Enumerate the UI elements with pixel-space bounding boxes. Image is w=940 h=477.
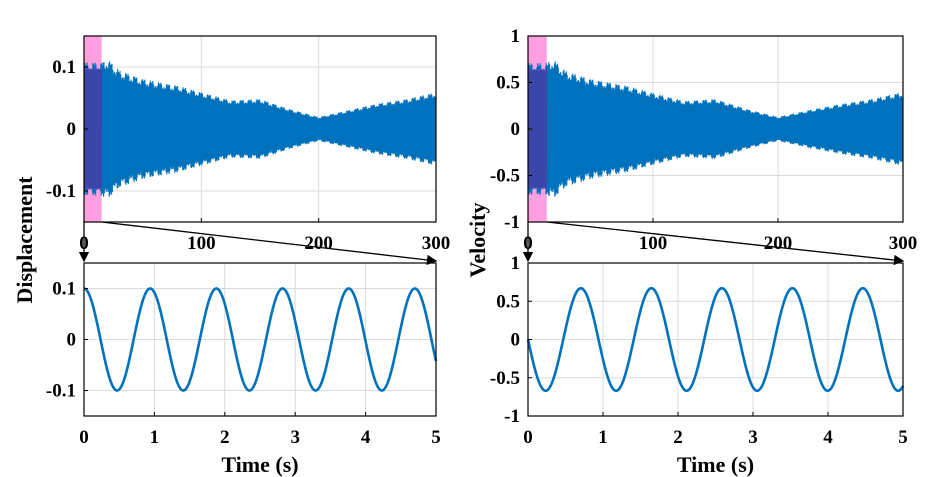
y-tick-label-1: -0.5 <box>490 368 520 389</box>
y-tick-label-0: -0.1 <box>46 381 76 402</box>
y-tick-label-4: 1 <box>511 26 521 47</box>
x-tick-label-3: 3 <box>290 427 300 448</box>
x-tick-label-5: 5 <box>898 427 908 448</box>
x-axis-label: Time (s) <box>677 452 754 477</box>
x-tick-label-4: 4 <box>823 427 833 448</box>
signal-line <box>83 61 437 197</box>
y-tick-label-2: 0.1 <box>52 57 76 78</box>
signal-line <box>83 287 438 392</box>
x-tick-label-3: 300 <box>422 233 451 254</box>
signal-line <box>526 286 905 393</box>
zoom-arrow-right-0 <box>101 221 438 266</box>
y-tick-label-3: 0.5 <box>496 73 520 94</box>
x-tick-label-0: 0 <box>523 427 533 448</box>
x-tick-label-3: 3 <box>748 427 758 448</box>
x-tick-label-2: 2 <box>220 427 230 448</box>
x-tick-label-5: 5 <box>431 427 441 448</box>
x-tick-label-1: 1 <box>150 427 160 448</box>
y-tick-label-1: 0 <box>67 119 77 140</box>
zoom-arrow-right-1 <box>546 221 905 266</box>
y-tick-label-0: -1 <box>504 406 520 427</box>
chart-panel-velocity-zoom: 0 1 2 3 4 5 -1 -0.5 0 0.5 1 Time (s) <box>490 253 908 477</box>
x-tick-label-3: 300 <box>889 233 918 254</box>
x-tick-label-0: 0 <box>79 427 89 448</box>
y-tick-label-2: 0.1 <box>52 279 76 300</box>
y-tick-label-2: 0 <box>511 330 521 351</box>
signal-line <box>527 61 904 197</box>
highlight-signal <box>83 70 102 188</box>
y-tick-label-3: 0.5 <box>496 291 520 312</box>
x-tick-label-2: 200 <box>304 233 333 254</box>
y-axis-label: Velocity <box>465 203 490 278</box>
y-tick-label-2: 0 <box>511 119 521 140</box>
chart-panel-displacement-zoom: 0 1 2 3 4 5 -0.1 0 0.1 Time (s) <box>46 262 441 477</box>
y-tick-label-4: 1 <box>511 253 521 274</box>
x-tick-label-2: 200 <box>764 233 793 254</box>
x-tick-label-1: 100 <box>187 233 216 254</box>
y-tick-label-0: -0.1 <box>46 181 76 202</box>
y-tick-label-1: 0 <box>67 330 77 351</box>
x-tick-label-1: 1 <box>598 427 608 448</box>
y-tick-label-0: -1 <box>504 212 520 233</box>
x-axis-label: Time (s) <box>221 452 298 477</box>
x-tick-label-1: 100 <box>639 233 668 254</box>
x-tick-label-2: 2 <box>673 427 683 448</box>
x-tick-label-4: 4 <box>361 427 371 448</box>
y-tick-label-1: -0.5 <box>490 166 520 187</box>
y-axis-label: Displacement <box>12 176 37 304</box>
highlight-signal <box>527 70 548 188</box>
